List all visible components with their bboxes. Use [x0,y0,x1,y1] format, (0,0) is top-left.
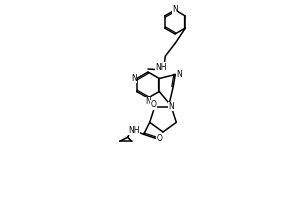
Text: N: N [131,74,137,83]
Text: N: N [168,102,174,111]
Text: N: N [176,70,182,79]
Text: O: O [157,134,163,143]
Text: NH: NH [128,126,140,135]
Text: N: N [145,98,151,106]
Text: N: N [172,4,178,14]
Text: O: O [151,100,157,109]
Text: NH: NH [156,62,167,72]
